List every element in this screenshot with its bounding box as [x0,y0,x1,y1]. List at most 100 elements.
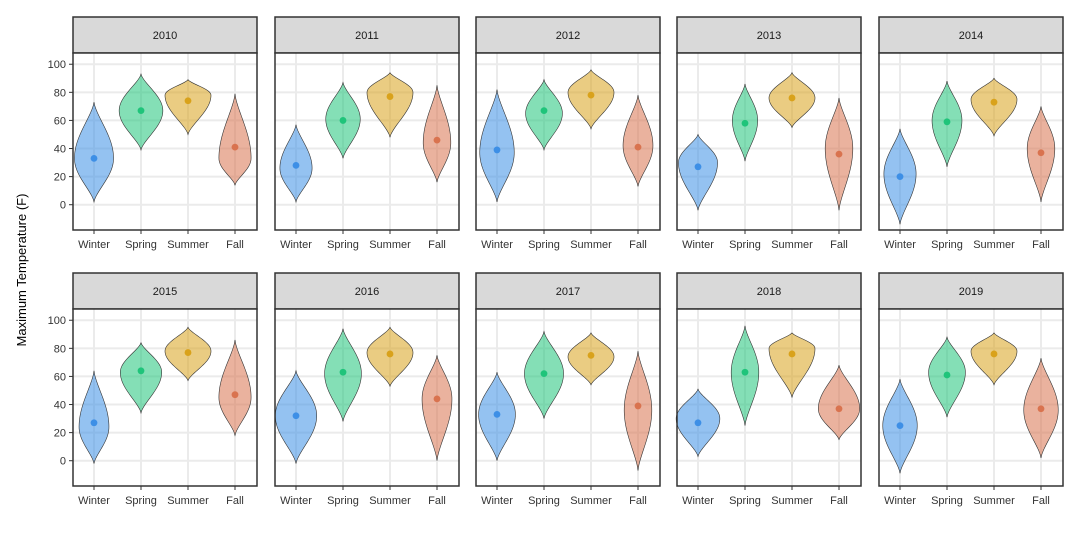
mean-point-summer [184,97,192,105]
facet-strip [878,272,1064,310]
mean-point-spring [943,118,951,126]
x-tick-label: Winter [884,239,916,251]
violin-summer [164,79,212,136]
facet-strip-label: 2017 [556,286,580,298]
x-tick-label: Summer [973,495,1015,507]
mean-point-spring [339,368,347,376]
x-tick-label: Winter [682,495,714,507]
violin-winter [78,370,110,464]
facet-panel-2016: 2016 Winter Spring Summer Fall [274,272,460,507]
x-tick-label: Summer [771,239,813,251]
panel-border [72,308,258,487]
facet-strip-label: 2018 [757,286,781,298]
facet-strip-label: 2019 [959,286,983,298]
mean-point-summer [587,351,595,359]
facet-panel-2019: 2019 Winter Spring Summer Fall [878,272,1064,507]
mean-point-summer [386,93,394,100]
facet-strip-label: 2010 [153,30,177,42]
facet-panel-2017: 2017 Winter Spring Summer Fall [475,272,661,507]
facet-strip-label: 2014 [959,30,983,42]
x-tick-label: Summer [973,239,1015,251]
mean-point-spring [741,119,749,127]
x-tick-label: Fall [226,495,244,507]
mean-point-fall [433,395,441,403]
y-tick-label: 60 [54,115,66,127]
x-tick-label: Winter [78,239,110,251]
mean-point-winter [292,161,300,169]
mean-point-spring [540,370,548,378]
violin-fall [421,355,453,461]
mean-point-spring [137,367,145,375]
x-tick-label: Fall [428,239,446,251]
x-tick-label: Fall [629,239,647,251]
facet-strip [72,272,258,310]
mean-point-winter [694,419,702,427]
mean-point-summer [990,350,998,358]
panel-border [878,308,1064,487]
x-tick-label: Winter [78,495,110,507]
mean-point-fall [1037,149,1045,157]
mean-point-spring [741,368,749,376]
mean-point-fall [1037,405,1045,413]
x-tick-label: Winter [884,495,916,507]
violin-fall [623,351,653,471]
x-tick-label: Spring [528,239,560,251]
x-tick-label: Fall [830,495,848,507]
facet-strip [676,272,862,310]
facet-strip [274,16,460,54]
violin-fall [818,365,860,441]
mean-point-winter [292,412,300,420]
violin-summer [970,332,1018,386]
mean-point-winter [896,173,904,181]
facet-strip [274,272,460,310]
violin-summer [768,332,816,398]
panel-border [274,308,460,487]
facet-panel-2014: 2014 Winter Spring Summer Fall [878,16,1064,251]
facet-panel-2011: 2011 Winter Spring Summer Fall [274,16,460,251]
x-tick-label: Spring [931,495,963,507]
violin-winter [678,133,718,211]
violin-summer [567,332,615,386]
mean-point-summer [788,94,796,102]
x-tick-label: Fall [1032,239,1050,251]
x-tick-label: Fall [830,239,848,251]
violin-spring [730,325,760,426]
x-tick-label: Spring [125,495,157,507]
panel-border [475,52,661,231]
y-tick-label: 20 [54,428,66,440]
facet-strip-label: 2013 [757,30,781,42]
mean-point-fall [634,143,642,151]
x-tick-label: Spring [327,495,359,507]
x-tick-label: Summer [771,495,813,507]
x-tick-label: Winter [481,239,513,251]
mean-point-winter [493,410,501,418]
violin-summer [366,72,414,138]
x-tick-label: Spring [931,239,963,251]
mean-point-winter [694,163,702,171]
x-tick-label: Winter [682,239,714,251]
x-tick-label: Spring [729,239,761,251]
x-tick-label: Spring [327,239,359,251]
x-tick-label: Fall [1032,495,1050,507]
violin-spring [525,78,563,152]
violin-summer [970,77,1018,137]
x-tick-label: Spring [528,495,560,507]
facet-panel-2012: 2012 Winter Spring Summer Fall [475,16,661,251]
y-tick-label: 80 [54,87,66,99]
y-tick-label: 0 [60,456,66,468]
x-tick-label: Spring [729,495,761,507]
x-tick-label: Winter [280,495,312,507]
mean-point-summer [990,98,998,106]
mean-point-spring [137,107,145,114]
y-tick-label: 40 [54,400,66,412]
x-tick-label: Fall [629,495,647,507]
facet-panel-2013: 2013 Winter Spring Summer Fall [676,16,862,251]
mean-point-fall [433,136,441,144]
mean-point-winter [896,422,904,429]
panel-border [878,52,1064,231]
facet-strip-label: 2015 [153,286,177,298]
mean-point-spring [339,117,347,124]
mean-point-spring [943,371,951,379]
